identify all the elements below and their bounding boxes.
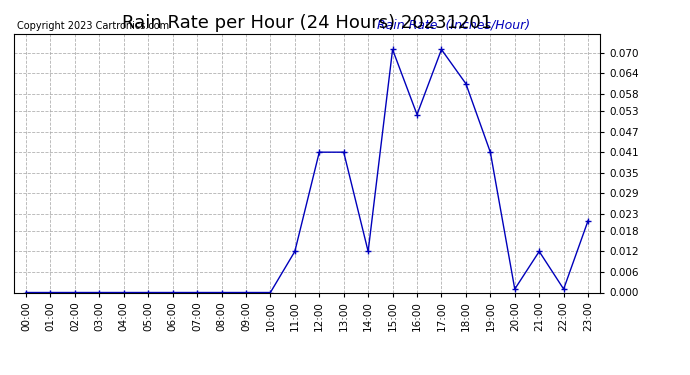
Text: Rain Rate  (Inches/Hour): Rain Rate (Inches/Hour) [377,18,531,31]
Text: Copyright 2023 Cartronics.com: Copyright 2023 Cartronics.com [17,21,169,31]
Title: Rain Rate per Hour (24 Hours) 20231201: Rain Rate per Hour (24 Hours) 20231201 [122,14,492,32]
